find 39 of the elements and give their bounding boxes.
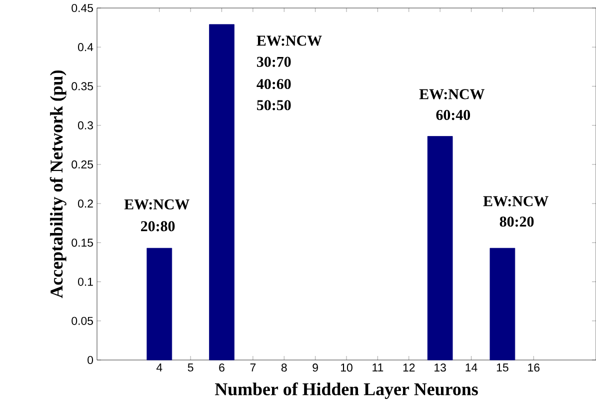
y-tick-label: 0.25 xyxy=(72,160,93,168)
y-tick-label: 0.35 xyxy=(72,82,93,90)
x-tick-label: 13 xyxy=(434,364,446,372)
annotation: 60:40 xyxy=(436,110,470,120)
y-tick-label: 0 xyxy=(88,356,94,364)
x-tick-label: 12 xyxy=(403,364,415,372)
x-tick-label: 14 xyxy=(466,364,478,372)
x-tick-label: 16 xyxy=(528,364,540,372)
x-tick-label: 4 xyxy=(156,364,162,372)
bar xyxy=(490,248,516,360)
x-tick-label: 9 xyxy=(312,364,318,372)
x-tick-label: 11 xyxy=(372,364,384,372)
annotation: 50:50 xyxy=(257,100,291,110)
x-axis-title: Number of Hidden Layer Neurons xyxy=(215,382,478,399)
y-tick-label: 0.3 xyxy=(78,121,93,130)
x-tick-label: 8 xyxy=(281,364,287,372)
y-tick-label: 0.1 xyxy=(78,278,93,286)
annotation: EW:NCW xyxy=(483,196,548,206)
y-axis-title: Acceptability of Network (pu) xyxy=(50,70,66,298)
y-tick-label: 0.4 xyxy=(78,43,94,52)
y-tick-label: 0.2 xyxy=(78,200,93,208)
annotation: 80:20 xyxy=(500,216,534,227)
x-tick-label: 5 xyxy=(188,364,194,372)
x-tick-label: 6 xyxy=(219,364,224,372)
y-tick-label: 0.45 xyxy=(72,4,93,12)
bar xyxy=(209,24,234,360)
bar xyxy=(427,136,453,360)
x-tick-label: 15 xyxy=(496,364,508,372)
y-tick-label: 0.05 xyxy=(72,316,93,325)
annotation: EW:NCW xyxy=(124,199,190,210)
annotation: 40:60 xyxy=(256,78,291,90)
bar xyxy=(146,248,172,360)
annotation: 20:80 xyxy=(141,221,175,232)
x-tick-label: 10 xyxy=(341,364,352,372)
annotation: EW:NCW xyxy=(419,89,484,100)
y-tick-label: 0.15 xyxy=(72,238,93,247)
annotation: 30:70 xyxy=(257,56,291,67)
x-tick-label: 7 xyxy=(250,364,256,372)
annotation: EW:NCW xyxy=(256,36,322,46)
